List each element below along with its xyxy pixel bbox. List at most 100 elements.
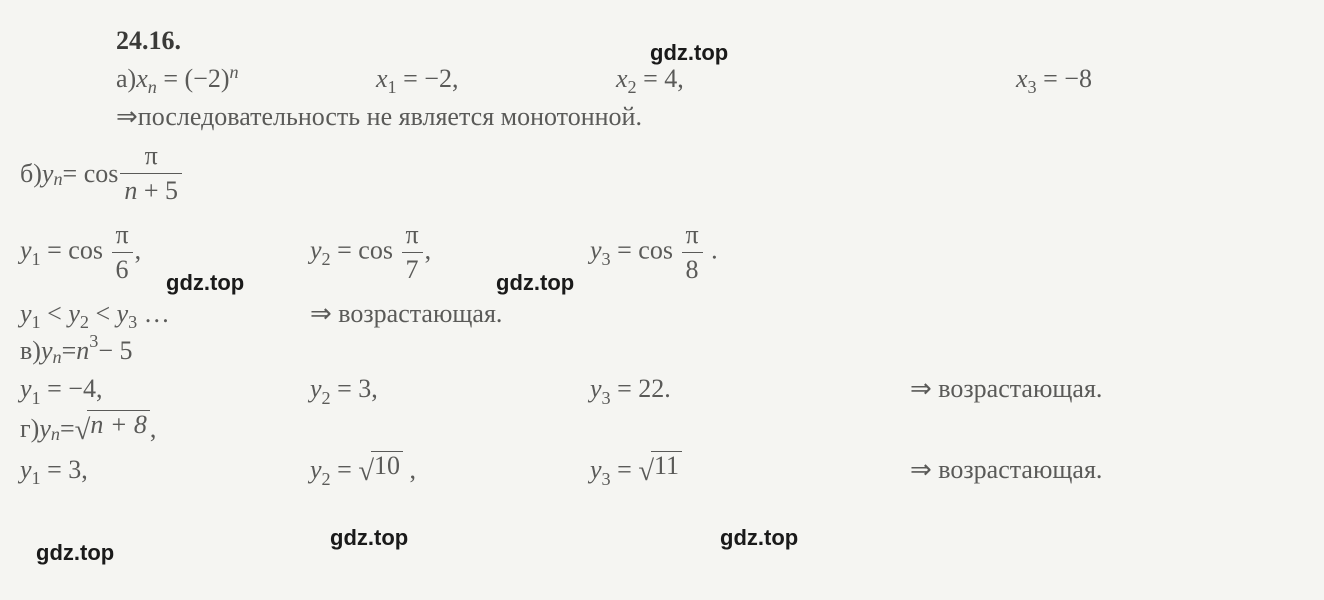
b-iq-y3: y: [117, 299, 129, 328]
c-conclusion: ⇒ возрастающая.: [910, 372, 1102, 406]
b-y3: y3 = cos π 8 .: [590, 218, 718, 287]
x2-val: = 4,: [637, 64, 684, 93]
d-y3-sqrt: √ 11: [638, 451, 682, 488]
c-y1-y: y: [20, 374, 32, 403]
b-iq-y2s: 2: [80, 312, 89, 332]
watermark: gdz.top: [36, 540, 114, 566]
d-sqrt: √ n + 8: [75, 410, 150, 447]
c-n: n: [76, 334, 89, 368]
b-conclusion: ⇒ возрастающая.: [310, 297, 502, 331]
d-y1-y: y: [20, 455, 32, 484]
x2-x: x: [616, 64, 628, 93]
d-arrow: ⇒: [910, 455, 938, 484]
b-frac-den: n + 5: [120, 173, 182, 208]
xn-n: n: [148, 77, 157, 97]
part-d-formula-row: г) yn = √ n + 8 ,: [20, 410, 1324, 447]
d-y3: y3 = √ 11: [590, 451, 910, 488]
b-y2-sub: 2: [322, 249, 331, 269]
d-sqrt-body: n + 8: [87, 410, 150, 447]
c-y3-val: = 22.: [611, 374, 671, 403]
xn-x: x: [136, 64, 148, 93]
d-eq: =: [60, 412, 75, 446]
c-yn-n: n: [52, 346, 61, 370]
d-y1-sub: 1: [32, 468, 41, 488]
b-den-n: n: [124, 176, 137, 205]
yn-y: y: [42, 157, 54, 191]
d-y2-y: y: [310, 455, 322, 484]
b-y2-den: 7: [402, 252, 423, 287]
part-b-label: б): [20, 157, 42, 191]
x3-val: = −8: [1037, 64, 1092, 93]
b-concl-text: возрастающая.: [338, 299, 502, 328]
d-concl-text: возрастающая.: [938, 455, 1102, 484]
d-y2-sub: 2: [322, 469, 331, 489]
part-a-label: а): [116, 64, 136, 93]
b-y2-comma: ,: [425, 235, 432, 264]
b-y1-den: 6: [112, 252, 133, 287]
page-container: 24.16. а)xn = (−2)n x1 = −2, x2 = 4, x3 …: [0, 0, 1324, 488]
b-iq-y3s: 3: [128, 312, 137, 332]
b-y2-eq: = cos: [331, 235, 393, 264]
d-y2-eq: =: [331, 455, 359, 484]
x1-term: x1 = −2,: [376, 62, 616, 96]
xn-sup: n: [230, 62, 239, 82]
c-y1-val: = −4,: [41, 374, 103, 403]
part-c-formula-row: в) yn = n3 − 5: [20, 334, 1324, 368]
d-y3-eq: =: [611, 455, 639, 484]
d-yn-n: n: [51, 423, 60, 447]
c-arrow: ⇒: [910, 374, 938, 403]
x1-x: x: [376, 64, 388, 93]
d-y2: y2 = √ 10 ,: [310, 451, 590, 488]
c-y1: y1 = −4,: [20, 372, 310, 406]
part-b-values-row: y1 = cos π 6 , y2 = cos π 7 , y3 = cos π…: [20, 218, 1324, 287]
b-iq-y1s: 1: [32, 312, 41, 332]
b-y2-num: π: [401, 218, 422, 252]
part-d-label: г): [20, 412, 39, 446]
watermark: gdz.top: [720, 525, 798, 551]
d-comma: ,: [150, 412, 157, 446]
b-y3-num: π: [681, 218, 702, 252]
part-a-formula-row: а)xn = (−2)n x1 = −2, x2 = 4, x3 = −8: [20, 62, 1324, 96]
x3-sub: 3: [1028, 77, 1037, 97]
b-y1-num: π: [111, 218, 132, 252]
d-y1: y1 = 3,: [20, 453, 310, 487]
sqrt-icon: √: [358, 453, 374, 490]
b-lt1: <: [41, 299, 69, 328]
c-y3: y3 = 22.: [590, 372, 910, 406]
b-iq-y2: y: [68, 299, 80, 328]
a-arrow: ⇒: [116, 100, 138, 134]
d-y3-y: y: [590, 455, 602, 484]
b-y3-y: y: [590, 235, 602, 264]
c-yn-y: y: [41, 334, 53, 368]
a-conclusion: последовательность не является монотонно…: [138, 100, 642, 134]
b-y2-y: y: [310, 235, 322, 264]
part-c-label: в): [20, 334, 41, 368]
d-sqrt-body-text: n + 8: [90, 410, 147, 439]
b-frac-num: π: [141, 139, 162, 173]
d-y3-sqrt-body: 11: [651, 451, 682, 488]
b-inequality: y1 < y2 < y3 …: [20, 297, 310, 331]
d-yn-y: y: [39, 412, 51, 446]
b-y3-den: 8: [682, 252, 703, 287]
c-y3-sub: 3: [602, 388, 611, 408]
c-concl-text: возрастающая.: [938, 374, 1102, 403]
b-y1-frac: π 6: [111, 218, 132, 287]
part-a-conclusion-row: ⇒ последовательность не является монотон…: [20, 100, 1324, 134]
b-y1-y: y: [20, 235, 32, 264]
b-y2-frac: π 7: [401, 218, 422, 287]
part-d-values-row: y1 = 3, y2 = √ 10 , y3 = √ 11 ⇒ возраста…: [20, 451, 1324, 488]
d-y1-val: = 3,: [41, 455, 88, 484]
b-y3-eq: = cos: [611, 235, 673, 264]
c-y2-val: = 3,: [331, 374, 378, 403]
x1-sub: 1: [388, 77, 397, 97]
b-y1-eq: = cos: [41, 235, 103, 264]
d-y2-sqrt: √ 10: [358, 451, 403, 488]
b-iq-y1: y: [20, 299, 32, 328]
yn-eq: = cos: [63, 157, 119, 191]
c-y1-sub: 1: [32, 388, 41, 408]
d-y2-comma: ,: [410, 455, 417, 484]
b-y1-comma: ,: [135, 235, 142, 264]
part-a-formula: а)xn = (−2)n: [116, 62, 376, 96]
b-dots: …: [137, 299, 170, 328]
b-y3-sub: 3: [602, 249, 611, 269]
